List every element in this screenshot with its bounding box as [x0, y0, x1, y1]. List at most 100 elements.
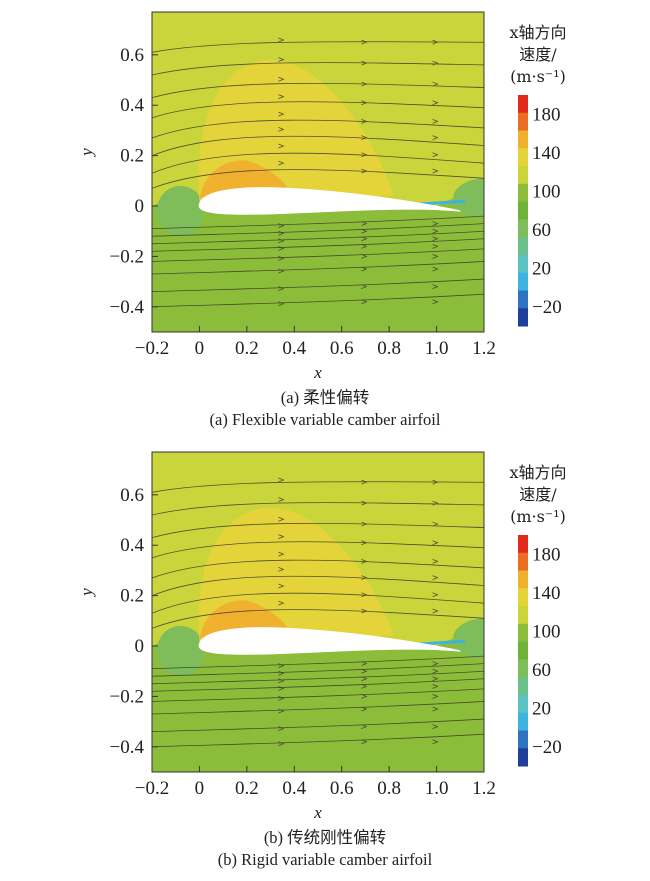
colorbar-label: 20 [532, 258, 551, 279]
colorbar-title-line3: (m·s⁻¹) [510, 67, 566, 86]
streamline-arrow [361, 479, 368, 485]
streamline-arrow [278, 583, 285, 589]
colorbar-swatch [518, 641, 528, 660]
streamline-arrow [432, 558, 439, 564]
streamline-arrow [278, 696, 285, 701]
x-tick-label: 0.6 [330, 778, 354, 799]
colorbar-swatch [518, 95, 528, 114]
streamline-arrow [432, 236, 439, 242]
streamline-arrow [278, 94, 285, 100]
streamline-arrow [432, 724, 439, 730]
streamline-arrow [361, 558, 368, 564]
streamline-arrow [432, 592, 439, 598]
lower-flow-region [152, 635, 484, 772]
y-tick-label: −0.4 [110, 297, 145, 318]
streamline-arrow [361, 152, 368, 158]
streamline [152, 655, 484, 670]
colorbar-swatch [518, 201, 528, 220]
streamline-arrow [361, 299, 368, 305]
y-tick-label: 0.6 [120, 45, 144, 66]
streamline-arrow [278, 497, 285, 502]
streamline-arrow [361, 706, 368, 712]
x-tick-label: 0.4 [282, 338, 306, 359]
x-tick-label: 0.6 [330, 338, 354, 359]
streamline-arrow [361, 228, 368, 234]
streamline-arrow [432, 60, 439, 66]
streamline-arrow [278, 37, 285, 43]
x-tick-label: 1.2 [472, 778, 496, 799]
streamline-arrow [278, 76, 285, 82]
streamline-arrow [278, 238, 285, 244]
y-tick-label: 0.4 [120, 95, 144, 116]
colorbar-swatch [518, 535, 528, 554]
x-tick-label: 0 [195, 338, 205, 359]
streamline-arrow [432, 168, 439, 174]
streamline-arrow [361, 521, 368, 527]
streamline [152, 733, 484, 748]
streamline-arrow [432, 575, 439, 581]
colorbar-swatch [518, 166, 528, 185]
y-tick-label: 0 [135, 196, 145, 217]
streamline-arrow [361, 694, 368, 699]
lower-flow-region [152, 195, 484, 332]
colorbar-title-line3: (m·s⁻¹) [510, 507, 566, 526]
contour-plot-b: −0.2 0 0.2 0.4 0.6 0.8 1.0 1.2 0.6 0.4 0.2 0 −0.2 −0.… [77, 451, 567, 822]
contour-field [152, 12, 484, 332]
colorbar-swatch [518, 308, 528, 327]
streamline-arrow [361, 221, 368, 227]
colorbar-title-line1: x轴方向 [509, 463, 566, 482]
y-axis-label: y [77, 148, 96, 158]
colorbar-swatch [518, 659, 528, 678]
streamlines [152, 477, 484, 748]
contour-field [152, 452, 484, 772]
colorbar-swatch [518, 570, 528, 589]
streamline-arrow [432, 118, 439, 124]
y-axis-label: y [77, 588, 96, 598]
streamline-arrow [361, 135, 368, 141]
streamline-arrow [361, 266, 368, 272]
colorbar-label: 180 [532, 104, 561, 125]
x-axis-label: x [313, 363, 322, 382]
y-tick-label: 0 [135, 636, 145, 657]
x-tick-label: 1.0 [425, 778, 449, 799]
streamline [152, 101, 484, 119]
streamline-arrow [278, 741, 285, 747]
caption-cn-a: (a) 柔性偏转 [280, 388, 370, 407]
streamline-arrow [361, 540, 368, 546]
contour-plot-a: −0.2 0 0.2 0.4 0.6 0.8 1.0 1.2 0.6 0.4 0.2 0 −0.2 −0.… [77, 11, 567, 382]
x-tick-label: 0.8 [377, 778, 401, 799]
streamline-arrow [278, 670, 285, 676]
y-tick-label: 0.2 [120, 146, 144, 167]
colorbar-swatch [518, 623, 528, 643]
colorbar-label: 100 [532, 181, 561, 202]
streamline [152, 119, 484, 139]
plot-frame [151, 11, 485, 333]
streamline-arrow [278, 678, 285, 684]
streamline [152, 169, 484, 189]
colorbar-label: −20 [532, 297, 562, 318]
streamline-arrow [432, 683, 439, 689]
streamline-arrow [361, 254, 368, 259]
streamline-arrow [432, 479, 439, 485]
colorbar-swatch [518, 148, 528, 167]
wake-blob [453, 618, 484, 659]
streamline-arrow [432, 254, 439, 259]
streamline-arrow [361, 724, 368, 730]
colorbar-swatch [518, 712, 528, 731]
x-tick-label: 0.4 [282, 778, 306, 799]
streamline-arrow [361, 500, 368, 506]
streamline [152, 522, 484, 539]
colorbar-swatch [518, 677, 528, 696]
streamline-arrow [278, 477, 285, 483]
streamline-arrow [432, 668, 439, 674]
streamline-arrow [361, 243, 368, 249]
streamline-arrow [361, 284, 368, 290]
streamline-arrow [278, 726, 285, 732]
streamline-arrow [432, 81, 439, 87]
streamline [152, 663, 484, 677]
colorbar-label: 140 [532, 143, 561, 164]
streamline-arrow [432, 100, 439, 106]
airfoil-shape [198, 187, 461, 215]
streamline-arrow [361, 661, 368, 667]
colorbar-swatch [518, 552, 528, 572]
